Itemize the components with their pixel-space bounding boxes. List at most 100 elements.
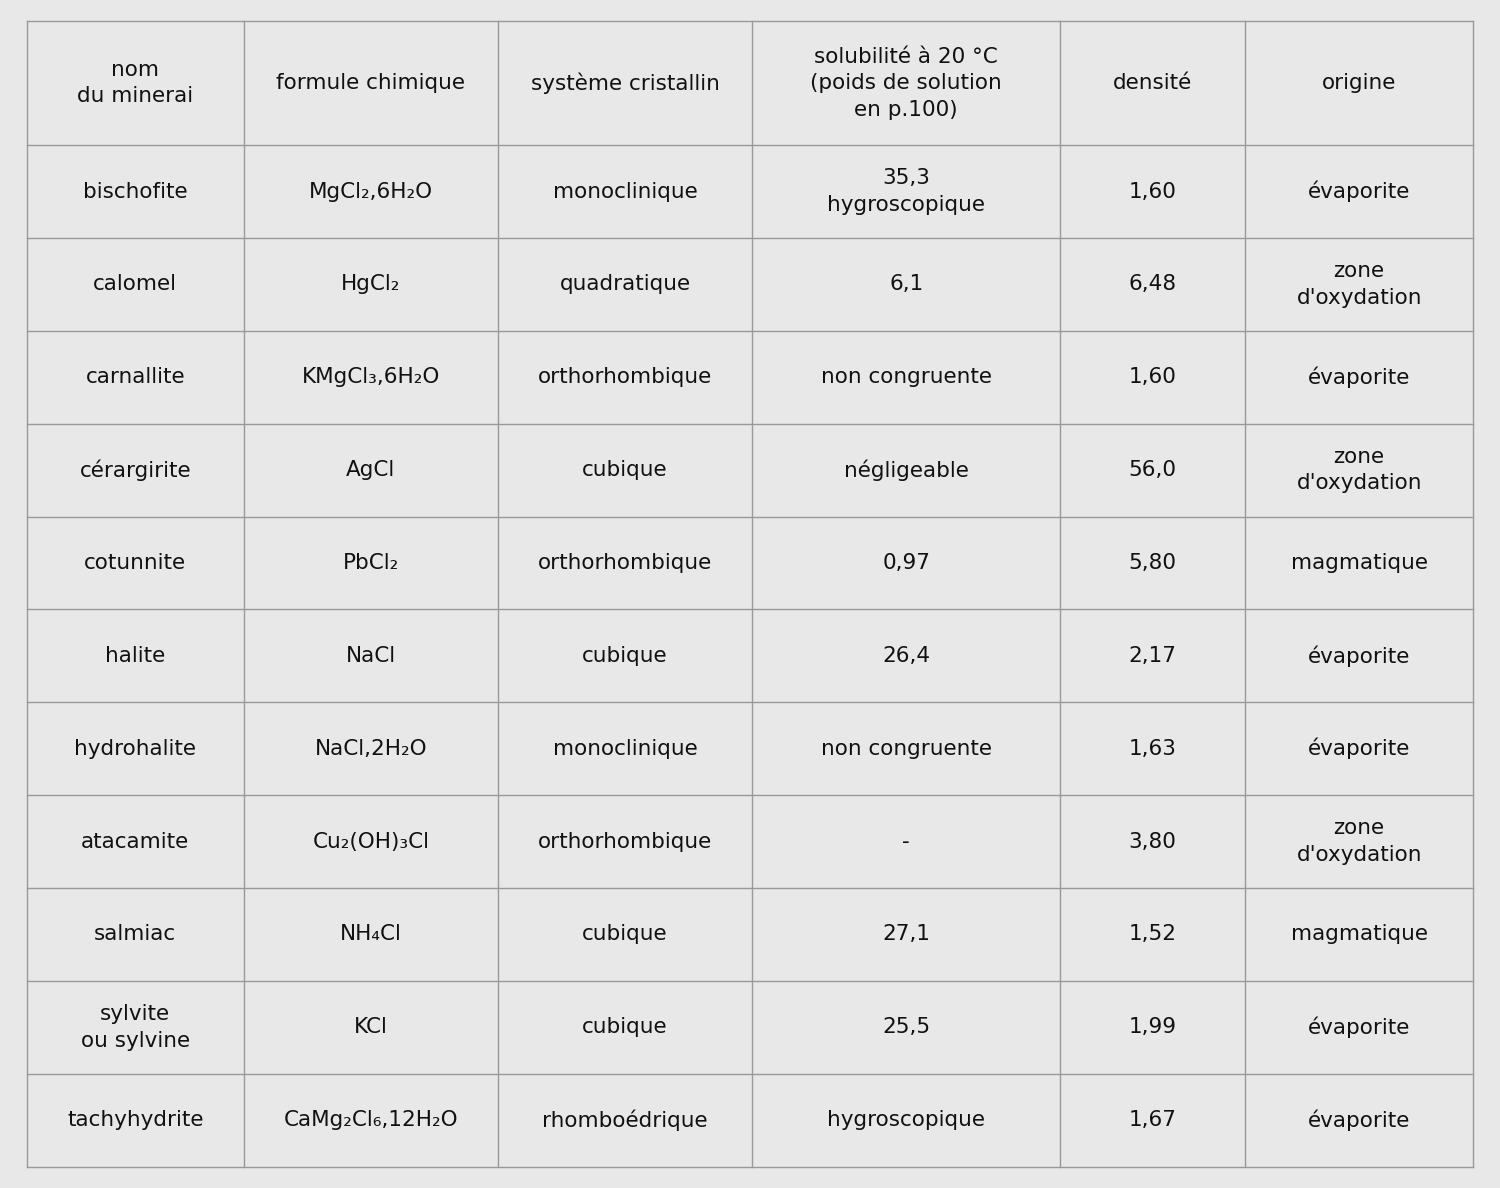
Text: HgCl₂: HgCl₂: [340, 274, 400, 295]
Text: cotunnite: cotunnite: [84, 552, 186, 573]
Text: tachyhydrite: tachyhydrite: [68, 1110, 204, 1130]
Bar: [498, 21, 753, 145]
Bar: [243, 517, 498, 609]
Bar: [27, 609, 243, 702]
Bar: [1245, 424, 1473, 517]
Bar: [753, 238, 1060, 330]
Bar: [753, 1074, 1060, 1167]
Bar: [753, 517, 1060, 609]
Bar: [1245, 887, 1473, 981]
Text: atacamite: atacamite: [81, 832, 189, 852]
Text: halite: halite: [105, 646, 165, 665]
Text: formule chimique: formule chimique: [276, 74, 465, 93]
Text: PbCl₂: PbCl₂: [342, 552, 399, 573]
Bar: [1245, 145, 1473, 238]
Text: évaporite: évaporite: [1308, 738, 1410, 759]
Bar: [753, 330, 1060, 424]
Text: 25,5: 25,5: [882, 1017, 930, 1037]
Text: évaporite: évaporite: [1308, 181, 1410, 202]
Bar: [1245, 330, 1473, 424]
Bar: [1060, 238, 1245, 330]
Text: zone
d'oxydation: zone d'oxydation: [1296, 819, 1422, 865]
Text: sylvite
ou sylvine: sylvite ou sylvine: [81, 1004, 190, 1050]
Text: nom
du minerai: nom du minerai: [78, 61, 194, 107]
Text: densité: densité: [1113, 74, 1192, 93]
Bar: [1060, 887, 1245, 981]
Text: cubique: cubique: [582, 460, 668, 480]
Bar: [1245, 21, 1473, 145]
Text: non congruente: non congruente: [821, 367, 992, 387]
Bar: [1060, 609, 1245, 702]
Text: magmatique: magmatique: [1290, 552, 1428, 573]
Text: carnallite: carnallite: [86, 367, 184, 387]
Text: NaCl: NaCl: [346, 646, 396, 665]
Text: 1,52: 1,52: [1128, 924, 1176, 944]
Text: zone
d'oxydation: zone d'oxydation: [1296, 261, 1422, 308]
Text: Cu₂(OH)₃Cl: Cu₂(OH)₃Cl: [312, 832, 429, 852]
Text: évaporite: évaporite: [1308, 645, 1410, 666]
Text: KMgCl₃,6H₂O: KMgCl₃,6H₂O: [302, 367, 439, 387]
Bar: [498, 517, 753, 609]
Bar: [1245, 795, 1473, 887]
Bar: [27, 795, 243, 887]
Text: cérargirite: cérargirite: [80, 460, 190, 481]
Bar: [243, 145, 498, 238]
Text: 35,3
hygroscopique: 35,3 hygroscopique: [827, 169, 986, 215]
Text: 1,60: 1,60: [1130, 182, 1176, 202]
Text: monoclinique: monoclinique: [554, 182, 698, 202]
Bar: [498, 702, 753, 795]
Text: non congruente: non congruente: [821, 739, 992, 759]
Bar: [1245, 981, 1473, 1074]
Text: MgCl₂,6H₂O: MgCl₂,6H₂O: [309, 182, 434, 202]
Text: KCl: KCl: [354, 1017, 388, 1037]
Bar: [243, 702, 498, 795]
Bar: [1060, 795, 1245, 887]
Text: 1,99: 1,99: [1128, 1017, 1176, 1037]
Text: 6,1: 6,1: [890, 274, 924, 295]
Text: orthorhombique: orthorhombique: [538, 367, 712, 387]
Bar: [1245, 609, 1473, 702]
Text: magmatique: magmatique: [1290, 924, 1428, 944]
Text: hydrohalite: hydrohalite: [75, 739, 196, 759]
Text: 0,97: 0,97: [882, 552, 930, 573]
Bar: [27, 424, 243, 517]
Bar: [498, 981, 753, 1074]
Text: salmiac: salmiac: [94, 924, 177, 944]
Text: évaporite: évaporite: [1308, 1110, 1410, 1131]
Bar: [498, 887, 753, 981]
Bar: [27, 517, 243, 609]
Text: 6,48: 6,48: [1128, 274, 1178, 295]
Text: origine: origine: [1322, 74, 1396, 93]
Bar: [27, 702, 243, 795]
Text: -: -: [903, 832, 910, 852]
Text: 3,80: 3,80: [1130, 832, 1176, 852]
Bar: [1060, 424, 1245, 517]
Bar: [498, 330, 753, 424]
Text: cubique: cubique: [582, 924, 668, 944]
Bar: [498, 238, 753, 330]
Bar: [243, 424, 498, 517]
Bar: [243, 609, 498, 702]
Bar: [1245, 702, 1473, 795]
Bar: [243, 795, 498, 887]
Text: évaporite: évaporite: [1308, 366, 1410, 388]
Bar: [27, 981, 243, 1074]
Text: quadratique: quadratique: [560, 274, 690, 295]
Bar: [753, 702, 1060, 795]
Text: 1,60: 1,60: [1130, 367, 1176, 387]
Bar: [243, 238, 498, 330]
Bar: [1245, 517, 1473, 609]
Bar: [243, 21, 498, 145]
Text: solubilité à 20 °C
(poids de solution
en p.100): solubilité à 20 °C (poids de solution en…: [810, 46, 1002, 120]
Text: hygroscopique: hygroscopique: [827, 1110, 986, 1130]
Text: monoclinique: monoclinique: [554, 739, 698, 759]
Text: 26,4: 26,4: [882, 646, 930, 665]
Text: NaCl,2H₂O: NaCl,2H₂O: [315, 739, 428, 759]
Bar: [753, 609, 1060, 702]
Bar: [1060, 145, 1245, 238]
Bar: [1245, 238, 1473, 330]
Bar: [1060, 21, 1245, 145]
Text: 1,63: 1,63: [1130, 739, 1176, 759]
Bar: [753, 424, 1060, 517]
Text: 1,67: 1,67: [1128, 1110, 1176, 1130]
